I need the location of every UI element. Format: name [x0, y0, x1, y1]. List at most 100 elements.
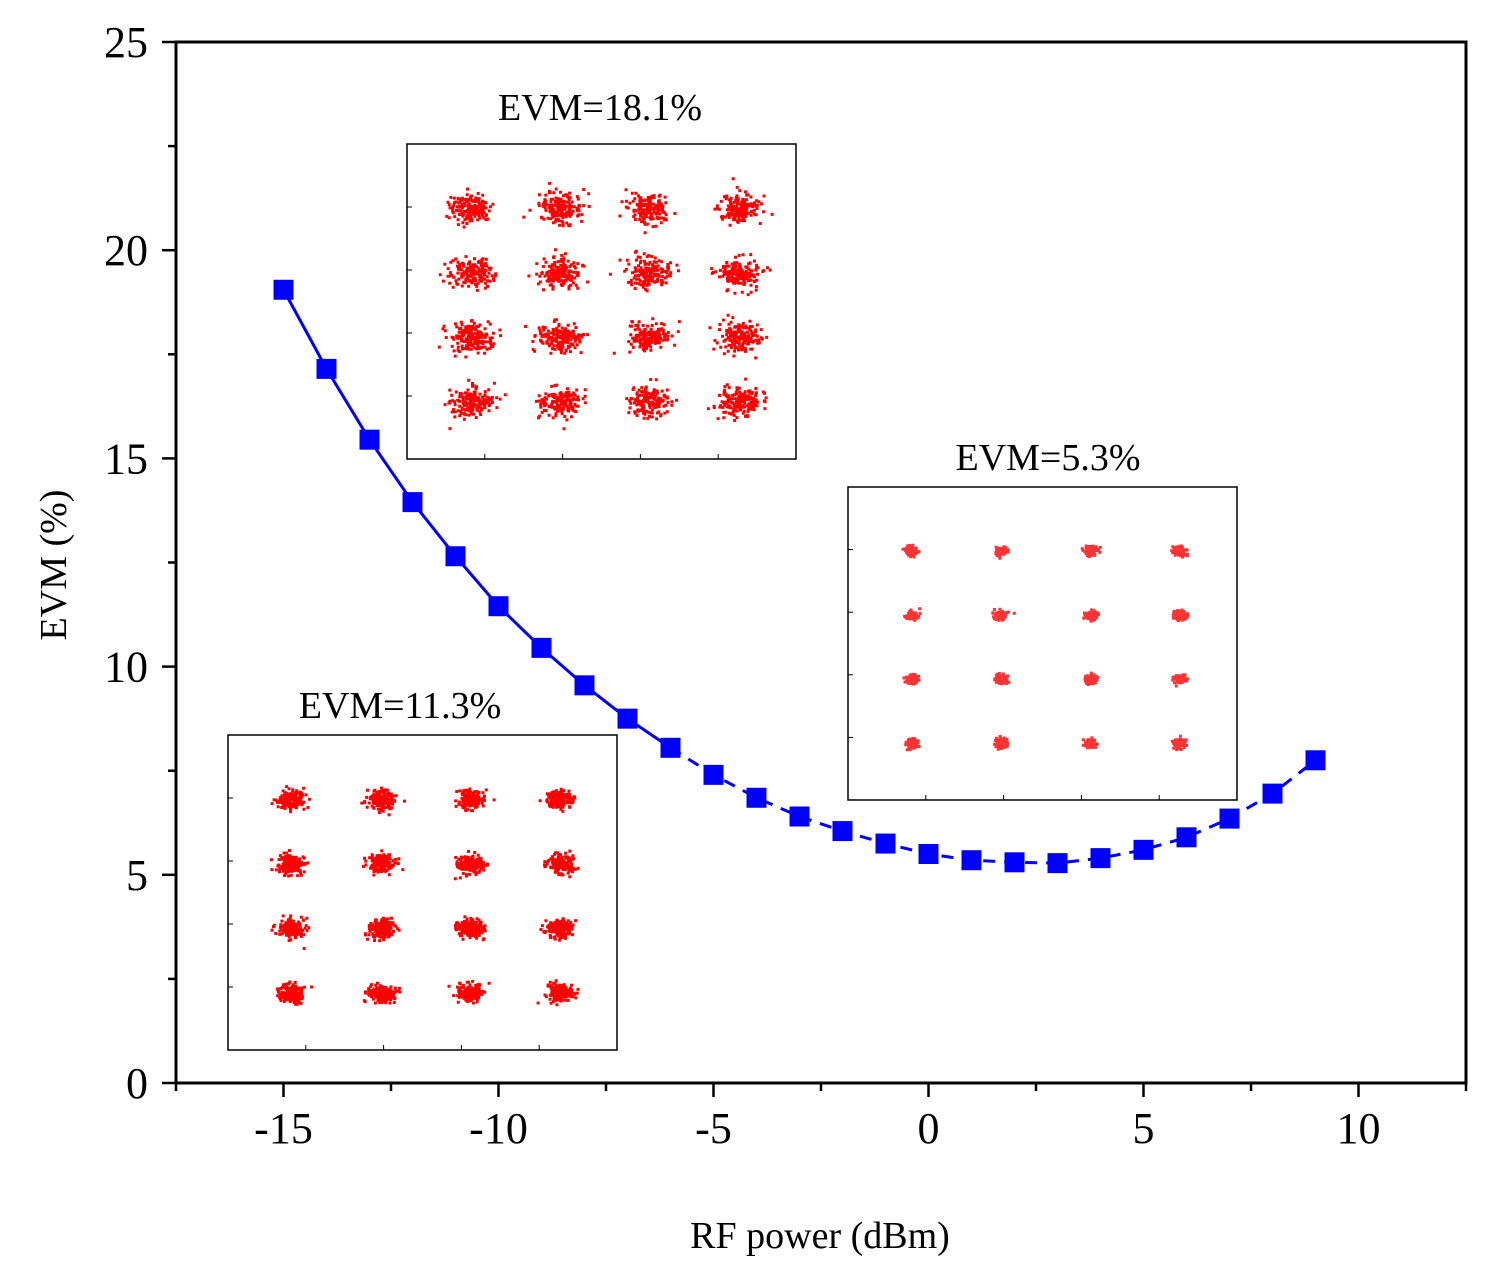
data-point-marker	[531, 637, 552, 658]
series-line-dashed	[669, 746, 1317, 865]
data-point-marker	[1004, 852, 1025, 873]
x-axis-title: RF power (dBm)	[690, 1215, 950, 1257]
constellation-cluster	[1170, 544, 1189, 559]
constellation-cluster	[708, 313, 769, 360]
data-point-marker	[1219, 808, 1240, 829]
constellation-inset: EVM=11.3%	[227, 685, 618, 1051]
x-tick-label: 0	[918, 1104, 940, 1153]
inset-title: EVM=5.3%	[955, 437, 1140, 479]
constellation-cluster	[1082, 608, 1100, 623]
constellation-cluster	[1171, 608, 1190, 623]
constellation-cluster	[902, 672, 921, 686]
constellation-cluster	[538, 787, 577, 813]
constellation-cluster	[1083, 671, 1100, 687]
y-tick-label: 0	[126, 1059, 148, 1108]
y-tick-label: 5	[126, 851, 148, 900]
constellation-cluster	[363, 916, 401, 943]
constellation-inset: EVM=18.1%	[406, 87, 797, 460]
constellation-inset: EVM=5.3%	[847, 437, 1238, 801]
constellation-cluster	[269, 849, 310, 878]
constellation-cluster	[536, 979, 580, 1007]
constellation-cluster	[543, 849, 580, 879]
insets-layer: EVM=18.1% EVM=5.3% EVM=11.3%	[227, 87, 1238, 1051]
constellation-cluster	[1171, 673, 1189, 688]
constellation-cluster	[618, 188, 677, 235]
data-point-marker	[961, 850, 982, 871]
constellation-cluster	[539, 917, 578, 942]
data-point-marker	[1176, 827, 1197, 848]
constellation-cluster	[993, 734, 1010, 751]
data-point-marker	[918, 843, 939, 864]
constellation-cluster	[270, 785, 311, 814]
x-tick-label: -10	[469, 1104, 528, 1153]
constellation-cluster	[710, 253, 772, 297]
constellation-cluster	[360, 786, 406, 817]
constellation-cluster	[991, 607, 1016, 622]
constellation-cluster	[1170, 734, 1189, 752]
constellation-cluster	[438, 255, 498, 292]
y-axis-title: EVM (%)	[33, 490, 75, 641]
y-tick-label: 20	[104, 226, 148, 275]
constellation-cluster	[270, 914, 311, 950]
constellation-cluster	[527, 248, 590, 292]
constellation-cluster	[904, 737, 921, 752]
data-point-marker	[574, 675, 595, 696]
constellation-cluster	[535, 383, 587, 431]
constellation-cluster	[1081, 736, 1099, 750]
data-point-marker	[488, 596, 509, 617]
y-tick-label: 10	[104, 643, 148, 692]
series-layer	[273, 279, 1326, 874]
data-point-marker	[832, 821, 853, 842]
x-tick-label: 10	[1337, 1104, 1381, 1153]
data-point-marker	[789, 806, 810, 827]
data-point-marker	[1090, 848, 1111, 869]
constellation-cluster	[453, 849, 489, 881]
y-tick-label: 25	[104, 18, 148, 67]
constellation-cluster	[447, 979, 491, 1005]
constellation-points	[437, 177, 774, 431]
data-point-marker	[703, 764, 724, 785]
data-point-marker	[273, 279, 294, 300]
constellation-cluster	[453, 915, 487, 942]
constellation-cluster	[612, 317, 681, 355]
series-line-solid	[282, 289, 672, 750]
constellation-cluster	[1080, 544, 1102, 559]
constellation-cluster	[454, 787, 496, 813]
data-point-marker	[445, 546, 466, 567]
constellation-cluster	[522, 181, 591, 228]
data-point-marker	[1262, 783, 1283, 804]
constellation-cluster	[445, 187, 495, 229]
constellation-points	[901, 543, 1190, 752]
constellation-cluster	[362, 981, 402, 1005]
data-point-marker	[1047, 853, 1068, 874]
data-point-marker	[875, 833, 896, 854]
inset-frame	[847, 486, 1238, 801]
x-tick-label: 5	[1133, 1104, 1155, 1153]
axes-layer: -15 -10 -5 0 5 10 0 5 10 15 20 25	[104, 18, 1468, 1153]
constellation-cluster	[276, 980, 313, 1006]
x-tick-label: -15	[254, 1104, 313, 1153]
constellation-cluster	[713, 177, 774, 227]
data-point-marker	[316, 358, 337, 379]
inset-frame	[227, 734, 618, 1051]
x-tick-label: -5	[695, 1104, 732, 1153]
inset-title: EVM=11.3%	[299, 685, 502, 727]
data-point-marker	[617, 708, 638, 729]
constellation-cluster	[362, 849, 405, 877]
constellation-cluster	[524, 318, 590, 355]
data-point-marker	[746, 787, 767, 808]
constellation-cluster	[993, 672, 1011, 686]
constellation-points	[269, 785, 580, 1007]
constellation-cluster	[994, 545, 1010, 560]
constellation-cluster	[901, 543, 921, 559]
constellation-cluster	[443, 378, 507, 431]
data-point-marker	[1305, 750, 1326, 771]
constellation-cluster	[625, 378, 679, 421]
data-point-marker	[359, 429, 380, 450]
y-tick-label: 15	[104, 434, 148, 483]
data-point-marker	[660, 737, 681, 758]
inset-title: EVM=18.1%	[498, 87, 702, 129]
constellation-cluster	[706, 377, 768, 422]
constellation-cluster	[608, 249, 680, 293]
